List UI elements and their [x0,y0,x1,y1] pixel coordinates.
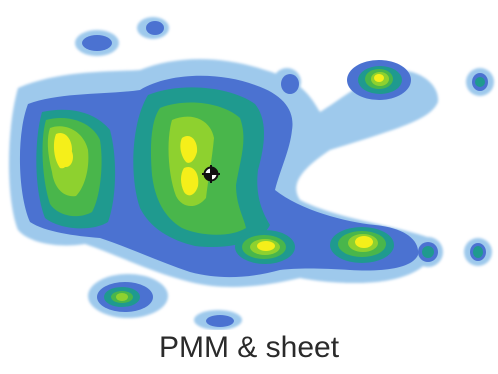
pressure-map-image [9,17,494,330]
center-of-pressure-marker [202,165,220,183]
pressure-high [53,74,384,251]
figure-caption: PMM & sheet [158,331,340,364]
